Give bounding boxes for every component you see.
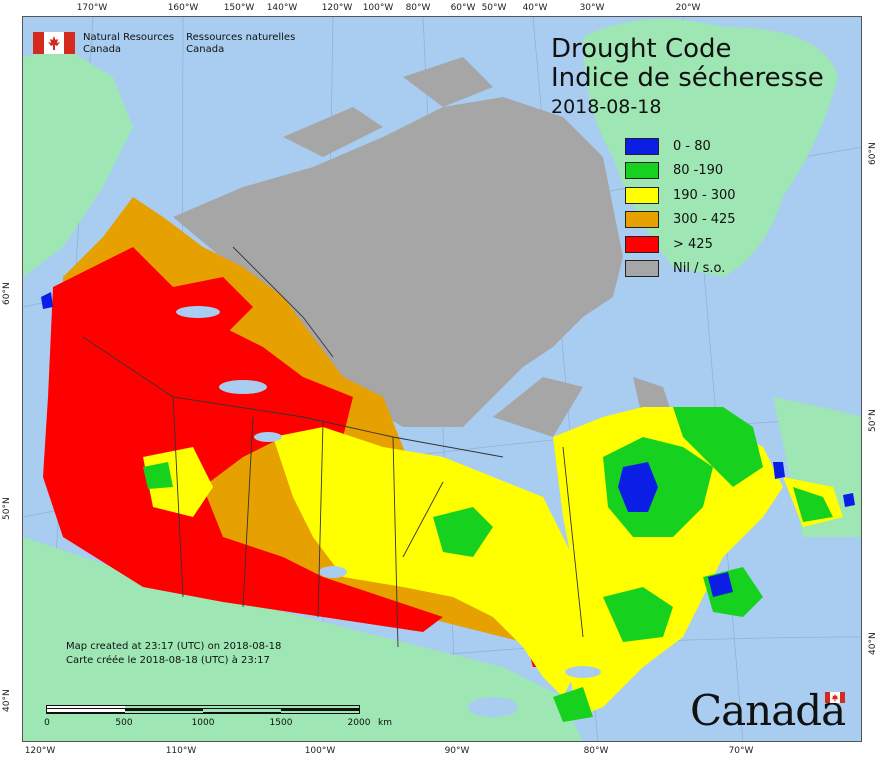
legend-swatch — [625, 211, 659, 229]
title-english: Drought Code — [551, 34, 732, 64]
scale-segment — [203, 708, 281, 713]
lat-label: 60°N — [868, 142, 878, 165]
scale-label: 2000 — [347, 718, 371, 728]
legend-item: 80 -190 — [625, 159, 736, 184]
legend-item: 300 - 425 — [625, 208, 736, 233]
scale-label: 1000 — [191, 718, 215, 728]
legend-item: > 425 — [625, 232, 736, 257]
legend-item: Nil / s.o. — [625, 257, 736, 282]
scale-unit: km — [378, 718, 392, 728]
lakes — [176, 306, 601, 717]
agency-french-line: Canada — [186, 44, 225, 55]
map-date: 2018-08-18 — [551, 96, 662, 118]
lon-label: 20°W — [675, 3, 701, 13]
scale-segment — [281, 708, 359, 711]
scale-bar — [46, 705, 360, 714]
legend-swatch — [625, 137, 659, 155]
legend-label: > 425 — [673, 236, 713, 252]
canada-wordmark: Canada — [690, 686, 846, 735]
lon-label: 80°W — [583, 746, 609, 756]
provincial-borders — [82, 246, 584, 648]
wordmark-text: Canada — [690, 686, 846, 735]
lon-label: 70°W — [728, 746, 754, 756]
agency-english-line: Natural Resources — [83, 32, 175, 43]
lat-label: 50°N — [2, 497, 12, 520]
lon-label: 140°W — [266, 3, 298, 13]
scale-label: 500 — [115, 718, 133, 728]
lon-label: 100°W — [362, 3, 394, 13]
lon-label: 120°W — [24, 746, 56, 756]
legend-label: 300 - 425 — [673, 212, 736, 228]
scale-segment — [47, 706, 125, 713]
lat-label: 60°N — [2, 282, 12, 305]
map-canvas[interactable] — [22, 16, 862, 742]
wordmark-flag-icon — [825, 692, 845, 703]
lon-label: 50°W — [481, 3, 507, 13]
alaska-region — [23, 47, 133, 277]
lon-label: 100°W — [304, 746, 336, 756]
lon-label: 90°W — [444, 746, 470, 756]
agency-french-line: Ressources naturelles — [186, 32, 296, 43]
legend-label: Nil / s.o. — [673, 261, 726, 277]
legend-label: 190 - 300 — [673, 187, 736, 203]
scale-segment — [125, 708, 203, 711]
lon-label: 80°W — [405, 3, 431, 13]
legend-label: 0 - 80 — [673, 138, 711, 154]
scale-label: 1500 — [269, 718, 293, 728]
agency-english-line: Canada — [83, 44, 122, 55]
map-title: Drought Code Indice de sécheresse 2018-0… — [551, 35, 824, 120]
lon-label: 160°W — [167, 3, 199, 13]
legend-swatch — [625, 162, 659, 180]
agency-french: Ressources naturelles Canada — [186, 32, 295, 56]
credit-french: Carte créée le 2018-08-18 (UTC) à 23:17 — [66, 655, 270, 666]
lon-label: 170°W — [76, 3, 108, 13]
lon-label: 110°W — [165, 746, 197, 756]
agency-english: Natural Resources Canada — [83, 32, 174, 56]
legend-item: 0 - 80 — [625, 134, 736, 159]
arctic-no-data — [173, 57, 673, 437]
legend-swatch — [625, 260, 659, 278]
lon-label: 60°W — [450, 3, 476, 13]
legend-label: 80 -190 — [673, 163, 724, 179]
canada-flag-icon — [33, 32, 75, 54]
agency-signature: Natural Resources Canada Ressources natu… — [33, 32, 307, 56]
lat-label: 50°N — [868, 409, 878, 432]
title-french: Indice de sécheresse — [551, 63, 824, 93]
legend-swatch — [625, 235, 659, 253]
legend-item: 190 - 300 — [625, 183, 736, 208]
lon-label: 150°W — [223, 3, 255, 13]
lat-label: 40°N — [868, 632, 878, 655]
lon-label: 30°W — [579, 3, 605, 13]
map-credit: Map created at 23:17 (UTC) on 2018-08-18… — [66, 640, 281, 668]
scale-segment — [47, 708, 125, 713]
legend: 0 - 80 80 -190 190 - 300 300 - 425 > 425 Nil … — [625, 134, 736, 281]
map-svg — [23, 17, 861, 741]
lat-label: 40°N — [2, 689, 12, 712]
lon-label: 120°W — [321, 3, 353, 13]
lon-label: 40°W — [522, 3, 548, 13]
legend-swatch — [625, 186, 659, 204]
atlantic-coast — [773, 397, 861, 537]
credit-english: Map created at 23:17 (UTC) on 2018-08-18 — [66, 641, 282, 652]
scale-label: 0 — [44, 718, 50, 728]
